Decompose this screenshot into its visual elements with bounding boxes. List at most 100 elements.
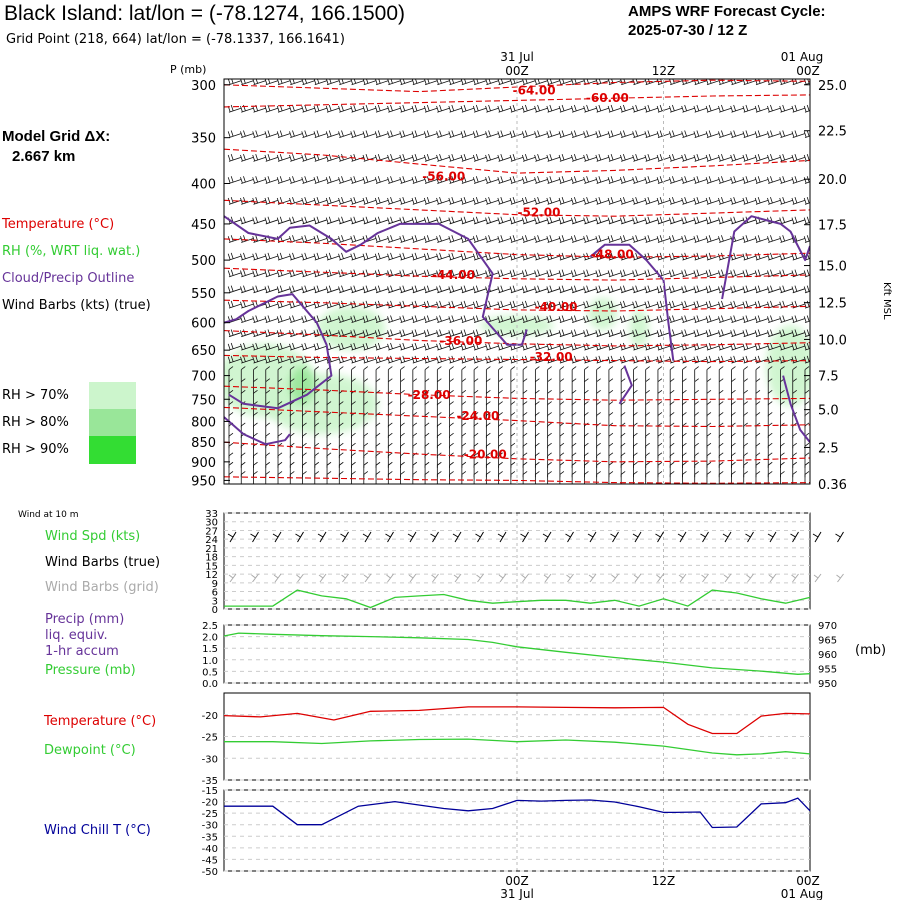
wind-barb xyxy=(473,422,479,438)
wind-barb xyxy=(791,196,805,205)
wind-barb xyxy=(780,461,785,478)
wind-barb xyxy=(558,252,573,261)
wind-barb xyxy=(583,315,597,324)
wind-barb xyxy=(546,196,560,205)
wind-barb xyxy=(607,315,622,324)
wind-barb xyxy=(792,378,797,394)
wind-barb xyxy=(644,154,658,162)
wind-barb xyxy=(375,442,381,459)
wind-barb xyxy=(570,196,585,205)
wind-barb xyxy=(681,235,695,243)
wind-barb xyxy=(779,315,793,324)
wind-barb xyxy=(681,329,695,338)
isotherm-line xyxy=(224,94,810,108)
wind-barb xyxy=(596,389,601,406)
wind-barb xyxy=(779,176,793,184)
wind-barb xyxy=(399,196,413,205)
wind-barb xyxy=(718,176,732,184)
wind-barb xyxy=(461,422,467,438)
wind-barb xyxy=(596,452,601,468)
wind-barb xyxy=(792,461,797,478)
p-tick-label: 350 xyxy=(191,132,216,147)
wind-barb xyxy=(791,176,805,184)
wind-barb xyxy=(754,235,769,243)
model-grid-label: Model Grid ΔX: xyxy=(2,128,111,145)
wind-barb xyxy=(449,461,454,478)
wind-barb xyxy=(277,378,283,394)
wind-barb xyxy=(780,389,785,406)
wind-barb xyxy=(387,366,393,382)
wind-barb xyxy=(742,235,756,243)
wind-barb xyxy=(424,461,430,478)
grid-wind-barb xyxy=(768,573,777,583)
isotherm-label: -64.00 xyxy=(513,83,556,97)
wind-barb xyxy=(314,452,320,468)
cloud-outline xyxy=(721,215,810,300)
wind-barb xyxy=(681,300,695,309)
wind-barb xyxy=(314,461,320,478)
isotherm-line xyxy=(224,199,810,217)
wind-barb xyxy=(387,422,393,438)
wind-barb xyxy=(338,130,352,139)
wind-barb xyxy=(633,366,638,382)
y-tick-label: -45 xyxy=(202,855,218,866)
wind-barb xyxy=(509,130,523,139)
p-tick-label: 750 xyxy=(191,393,216,408)
precip-tick-label: 1.0 xyxy=(202,656,218,667)
wind-barb xyxy=(570,315,585,324)
wind-barb xyxy=(301,216,315,225)
wind-barb xyxy=(497,285,511,294)
model-grid-value: 2.667 km xyxy=(12,148,76,165)
wind-barb xyxy=(375,452,381,468)
wind-barb xyxy=(731,422,736,438)
wind-barb xyxy=(313,252,327,261)
wind-barb xyxy=(620,452,626,468)
wind-barb xyxy=(705,300,720,309)
wind-barb xyxy=(619,329,634,338)
wind-barb xyxy=(522,452,528,468)
wind-barb xyxy=(436,401,442,417)
wind-barb xyxy=(607,216,622,225)
pressure-tick-label: 965 xyxy=(818,636,837,647)
wind-barb xyxy=(669,442,675,459)
wind-barb xyxy=(252,329,266,338)
grid-wind-barb xyxy=(678,573,687,583)
wind-barb xyxy=(350,216,364,225)
wind-barb xyxy=(374,216,389,225)
wind-barb xyxy=(240,355,254,364)
wind-barb xyxy=(767,104,781,113)
p-tick-label: 500 xyxy=(191,254,216,269)
wind-barb xyxy=(338,461,344,478)
wind-barb xyxy=(608,389,614,406)
grid-wind-barb xyxy=(521,573,529,583)
wind-barb xyxy=(338,252,352,261)
wind-barb xyxy=(779,216,793,225)
wind-barb xyxy=(718,104,732,113)
wind-barb xyxy=(301,104,315,113)
wind-barb xyxy=(693,269,707,278)
wind-barb xyxy=(779,285,793,294)
wind-barb xyxy=(240,269,254,278)
wind-barb xyxy=(240,461,246,478)
wind-barb xyxy=(584,401,589,417)
wind-barb xyxy=(767,329,781,338)
grid-wind-barb xyxy=(453,573,462,583)
wind-barb xyxy=(682,442,687,459)
p-tick-label: 700 xyxy=(191,370,216,385)
grid-wind-barb xyxy=(251,573,259,583)
wind-barb xyxy=(779,329,793,338)
wind-barb xyxy=(755,401,761,417)
wind-barb xyxy=(387,442,393,459)
wind-barb xyxy=(436,300,450,309)
wind-barb xyxy=(253,366,258,382)
height-tick-label: 5.0 xyxy=(818,404,839,419)
wind-barb xyxy=(705,235,720,243)
series-line xyxy=(224,797,811,829)
wind-barb xyxy=(253,389,258,406)
wind-barb xyxy=(252,130,266,139)
wind-barb xyxy=(645,442,650,459)
wind-barb xyxy=(656,196,671,205)
cloud-outline xyxy=(589,243,675,361)
wind-barb xyxy=(460,130,474,139)
wind-barb xyxy=(644,104,658,113)
